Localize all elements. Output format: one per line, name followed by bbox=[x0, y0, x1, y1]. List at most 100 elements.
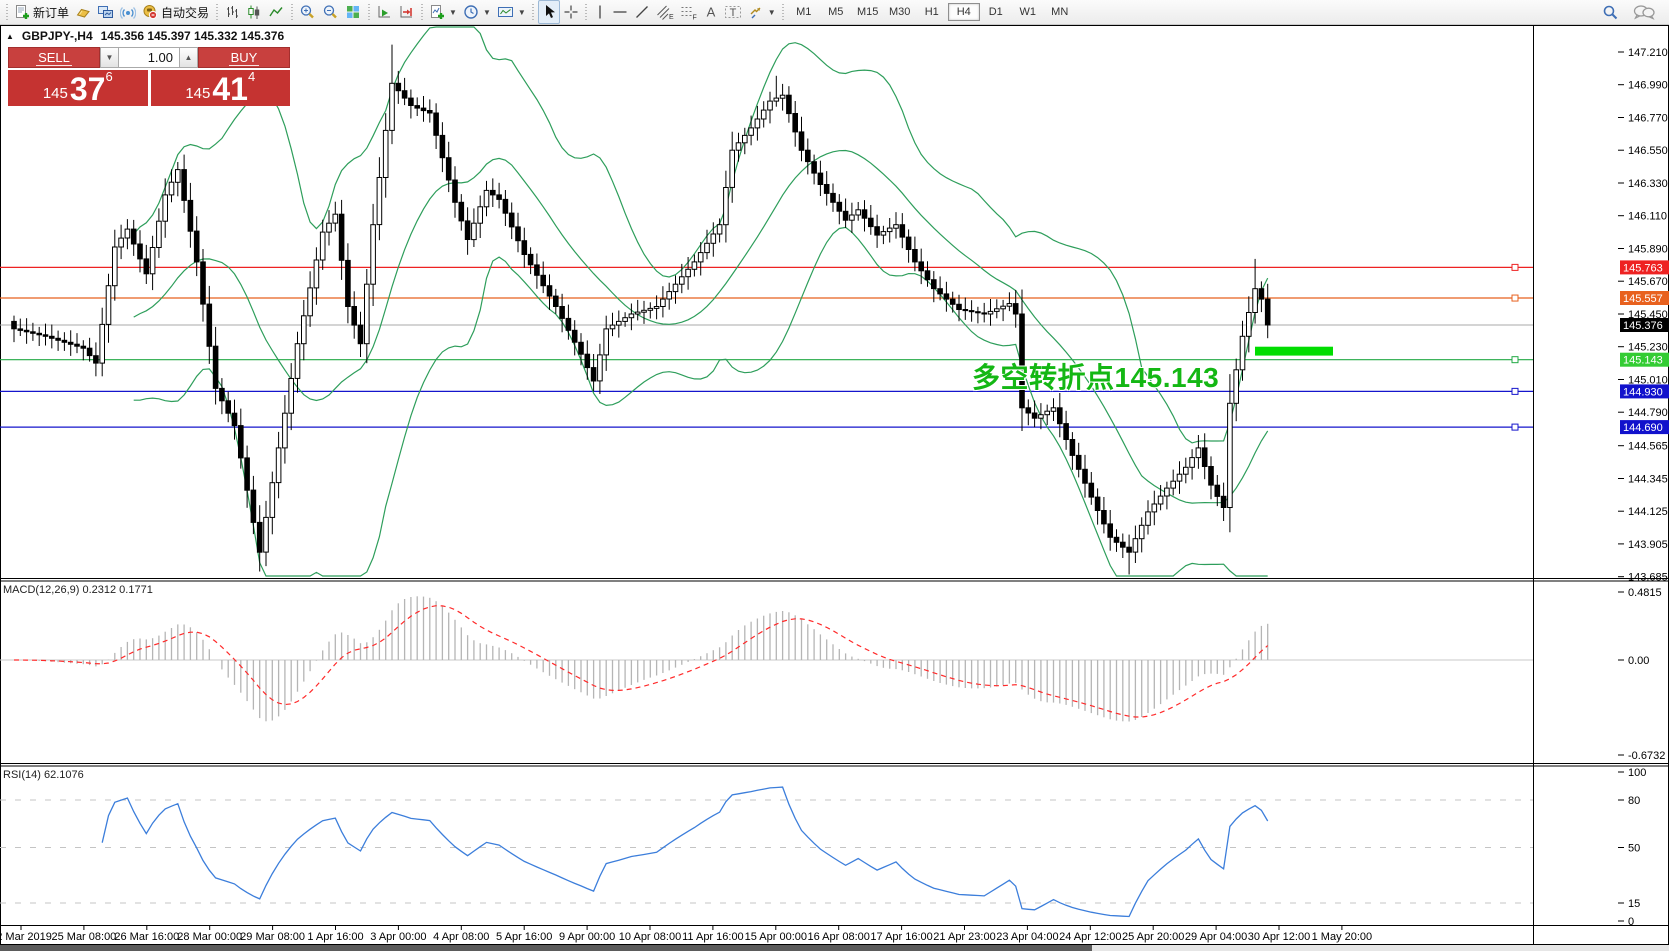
svg-text:144.565: 144.565 bbox=[1628, 441, 1668, 453]
support-highlight-bar[interactable] bbox=[1255, 346, 1333, 356]
svg-text:A: A bbox=[706, 5, 715, 20]
crosshair-icon bbox=[564, 5, 578, 19]
tab-timeframe-h1[interactable]: H1 bbox=[924, 6, 939, 18]
svg-text:145.670: 145.670 bbox=[1628, 276, 1668, 288]
signals-button[interactable] bbox=[117, 1, 139, 23]
tab-timeframe-m1[interactable]: M1 bbox=[796, 6, 812, 18]
fibonacci-icon: F bbox=[681, 7, 697, 20]
new-order-icon bbox=[16, 5, 29, 19]
zoom-in-icon bbox=[300, 5, 314, 19]
text-button[interactable]: A bbox=[701, 1, 721, 23]
autotrading-button[interactable]: 自动交易 bbox=[139, 1, 212, 23]
search-icon[interactable] bbox=[1602, 4, 1619, 21]
new-order-button[interactable]: 新订单 bbox=[11, 1, 72, 23]
tab-timeframe-w1[interactable]: W1 bbox=[1019, 6, 1036, 18]
scrollbar-thumb[interactable] bbox=[0, 945, 1092, 951]
svg-text:0.00: 0.00 bbox=[1628, 655, 1649, 667]
templates-button[interactable]: ▼ bbox=[494, 1, 529, 23]
svg-text:29 Mar 08:00: 29 Mar 08:00 bbox=[240, 931, 305, 943]
tab-timeframe-h4[interactable]: H4 bbox=[947, 3, 980, 21]
rsi-panel: 100 80 50 15 0 RSI(14) 62.1076 bbox=[0, 767, 1646, 928]
toolbar-grip bbox=[583, 4, 589, 20]
svg-text:T: T bbox=[729, 7, 736, 19]
svg-text:29 Apr 04:00: 29 Apr 04:00 bbox=[1185, 931, 1247, 943]
svg-text:5 Apr 16:00: 5 Apr 16:00 bbox=[496, 931, 552, 943]
fibonacci-button[interactable]: F bbox=[677, 1, 701, 23]
svg-text:0: 0 bbox=[1628, 916, 1634, 928]
svg-text:16 Apr 08:00: 16 Apr 08:00 bbox=[808, 931, 870, 943]
svg-text:22 Mar 2019: 22 Mar 2019 bbox=[0, 931, 52, 943]
equidistant-channel-button[interactable]: E bbox=[653, 1, 677, 23]
autotrading-label: 自动交易 bbox=[161, 5, 210, 20]
vertical-line-button[interactable] bbox=[591, 1, 609, 23]
indicators-button[interactable]: ▼ bbox=[426, 1, 460, 23]
oneclick-collapse-icon[interactable]: ▲ bbox=[6, 31, 14, 41]
zoom-out-button[interactable] bbox=[319, 1, 342, 23]
dropdown-caret: ▼ bbox=[767, 7, 776, 17]
svg-text:24 Apr 12:00: 24 Apr 12:00 bbox=[1059, 931, 1121, 943]
crosshair-button[interactable] bbox=[560, 1, 582, 23]
template-icon bbox=[497, 7, 513, 17]
toolbar-grip bbox=[214, 4, 220, 20]
ohlc-values: 145.356 145.397 145.332 145.376 bbox=[100, 29, 285, 43]
svg-text:11 Apr 16:00: 11 Apr 16:00 bbox=[682, 931, 744, 943]
tab-timeframe-m5[interactable]: M5 bbox=[828, 6, 844, 18]
buy-button[interactable]: BUY bbox=[198, 47, 290, 68]
candles bbox=[11, 44, 1271, 575]
dropdown-caret: ▼ bbox=[517, 7, 526, 17]
svg-text:144.930: 144.930 bbox=[1623, 386, 1663, 398]
cursor-icon bbox=[545, 5, 555, 18]
buy-price-pip: 4 bbox=[247, 69, 256, 84]
price-axis: 147.210 146.990 146.770 146.550 146.330 146.1… bbox=[1618, 47, 1669, 584]
svg-text:23 Apr 04:00: 23 Apr 04:00 bbox=[996, 931, 1058, 943]
text-label-button[interactable]: T bbox=[721, 1, 745, 23]
chart-candles-button[interactable] bbox=[243, 1, 265, 23]
arrows-button[interactable]: ▼ bbox=[745, 1, 779, 23]
chart-line-button[interactable] bbox=[265, 1, 287, 23]
svg-text:146.110: 146.110 bbox=[1628, 211, 1667, 223]
toolbar-grip bbox=[289, 4, 295, 20]
bar-chart-icon bbox=[227, 6, 239, 18]
macd-label: MACD(12,26,9) 0.2312 0.1771 bbox=[3, 584, 153, 596]
auto-scroll-button[interactable] bbox=[373, 1, 395, 23]
volume-increase-button[interactable]: ▲ bbox=[179, 47, 198, 68]
horizontal-scrollbar[interactable] bbox=[0, 945, 1669, 951]
remote-terminal-button[interactable] bbox=[94, 1, 117, 23]
pivot-annotation: 多空转折点145.143 bbox=[972, 362, 1220, 393]
svg-text:146.550: 146.550 bbox=[1628, 145, 1668, 157]
tab-timeframe-d1[interactable]: D1 bbox=[988, 6, 1003, 18]
chart-bars-button[interactable] bbox=[221, 1, 243, 23]
chart-shift-button[interactable] bbox=[395, 1, 417, 23]
buy-price[interactable]: 145 41 4 bbox=[150, 69, 290, 106]
gold-trade-button[interactable] bbox=[72, 1, 94, 23]
svg-text:144.790: 144.790 bbox=[1628, 407, 1668, 419]
rsi-label: RSI(14) 62.1076 bbox=[3, 769, 84, 781]
periods-button[interactable]: ▼ bbox=[460, 1, 494, 23]
chat-icon[interactable] bbox=[1633, 4, 1655, 20]
macd-panel: 0.4815 0.00 -0.6732 MACD(12,26,9) 0.2312 0.… bbox=[0, 584, 1665, 762]
horizontal-line-button[interactable] bbox=[609, 1, 631, 23]
sell-price-prefix: 145 bbox=[42, 85, 68, 102]
svg-text:26 Mar 16:00: 26 Mar 16:00 bbox=[114, 931, 179, 943]
svg-text:145.143: 145.143 bbox=[1623, 355, 1663, 367]
svg-text:15 Apr 00:00: 15 Apr 00:00 bbox=[745, 931, 807, 943]
horizontal-level-lines[interactable] bbox=[0, 263, 1533, 431]
tile-windows-button[interactable] bbox=[342, 1, 364, 23]
trendline-button[interactable] bbox=[631, 1, 653, 23]
volume-decrease-button[interactable]: ▼ bbox=[100, 47, 119, 68]
svg-text:144.125: 144.125 bbox=[1628, 506, 1668, 518]
sell-price[interactable]: 145 37 6 bbox=[8, 69, 148, 106]
sell-price-pip: 6 bbox=[105, 69, 113, 84]
toolbar: 新订单 自动交易 ▼ ▼ bbox=[0, 0, 1669, 25]
svg-text:0.4815: 0.4815 bbox=[1628, 587, 1662, 599]
tab-timeframe-m30[interactable]: M30 bbox=[889, 6, 911, 18]
svg-text:15: 15 bbox=[1628, 898, 1640, 910]
volume-input[interactable]: 1.00 bbox=[119, 47, 179, 68]
svg-text:10 Apr 08:00: 10 Apr 08:00 bbox=[619, 931, 681, 943]
sell-button[interactable]: SELL bbox=[8, 47, 100, 68]
zoom-in-button[interactable] bbox=[296, 1, 319, 23]
cursor-button[interactable] bbox=[537, 0, 560, 24]
tab-timeframe-mn[interactable]: MN bbox=[1051, 6, 1069, 18]
tab-timeframe-m15[interactable]: M15 bbox=[857, 6, 879, 18]
